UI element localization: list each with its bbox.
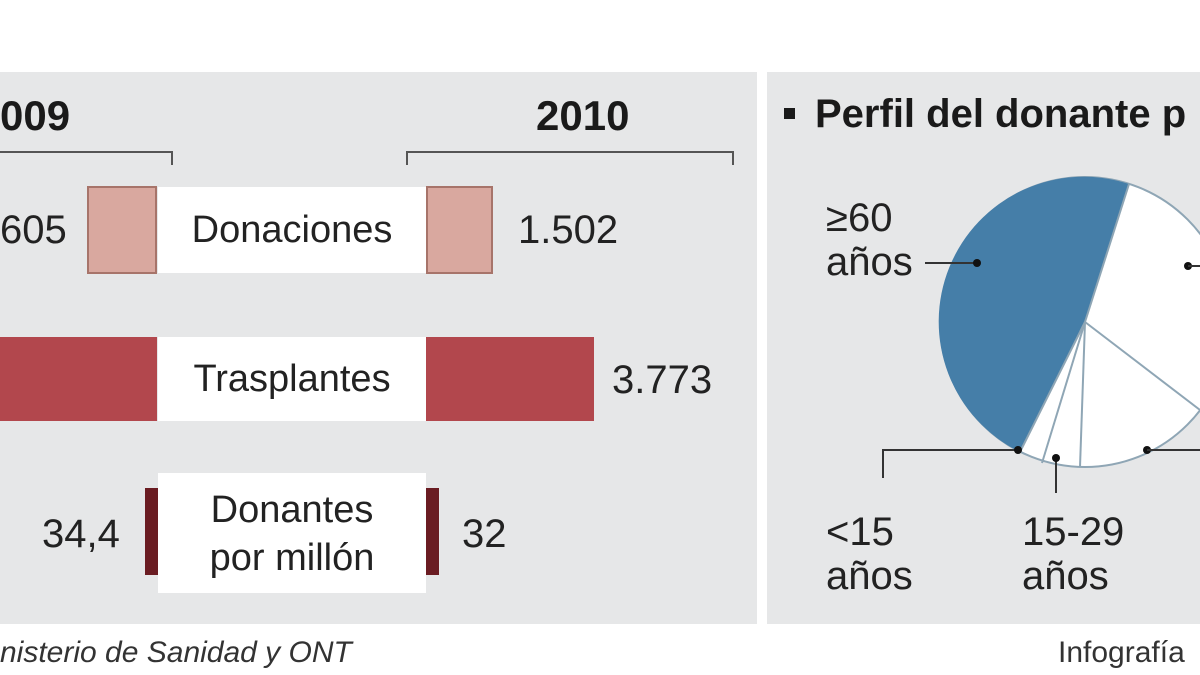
year-2010: 2010 — [536, 92, 630, 139]
label-box-trasplantes: Trasplantes — [158, 337, 426, 421]
pie-divider-3 — [1041, 321, 1086, 464]
value-trasplantes-2010: 3.773 — [612, 358, 713, 402]
bar-donantes-2009 — [145, 488, 158, 575]
value-donaciones-2010: 1.502 — [518, 208, 619, 252]
dot-15-29 — [1052, 454, 1060, 462]
pie-divider-1 — [1084, 183, 1130, 323]
year-2009: 009 — [0, 92, 71, 139]
pie-chart — [882, 176, 1200, 493]
bracket-2009 — [0, 151, 173, 165]
label-donantes-line1: Donantes — [210, 489, 374, 531]
bar-donaciones-2010 — [426, 186, 493, 274]
bar-donantes-2010 — [426, 488, 439, 575]
source-text: nisterio de Sanidad y ONT — [0, 636, 352, 669]
pie-divider-5 — [1084, 321, 1200, 411]
title-bullet — [784, 108, 795, 119]
label-trasplantes: Trasplantes — [193, 358, 391, 400]
bar-trasplantes-2010 — [426, 337, 594, 421]
label-donantes-line2: por millón — [209, 537, 375, 579]
leader-under15 — [882, 449, 1018, 478]
value-donantes-2009: 34,4 — [42, 512, 120, 556]
value-donaciones-2009: 605 — [0, 208, 67, 252]
bar-trasplantes-2009 — [0, 337, 157, 421]
label-box-donaciones: Donaciones — [158, 187, 426, 273]
bar-donaciones-2009 — [87, 186, 157, 274]
label-box-donantes: Donantes por millón — [158, 473, 426, 593]
label-donaciones: Donaciones — [191, 209, 393, 251]
bracket-2010 — [406, 151, 734, 165]
credit-text: Infografía — [1058, 636, 1185, 669]
value-donantes-2010: 32 — [462, 512, 507, 556]
age-label-60plus: ≥60 años — [826, 196, 913, 284]
pie-slice-60plus — [938, 176, 1129, 452]
dot-under15 — [1014, 446, 1022, 454]
age-label-under15: <15 años — [826, 510, 913, 598]
perfil-title: Perfil del donante p — [815, 92, 1187, 136]
pie-divider-2 — [1019, 321, 1086, 453]
pie-divider-4 — [1079, 321, 1086, 468]
age-label-15-29: 15-29 años — [1022, 510, 1125, 598]
dot-60plus — [973, 259, 981, 267]
